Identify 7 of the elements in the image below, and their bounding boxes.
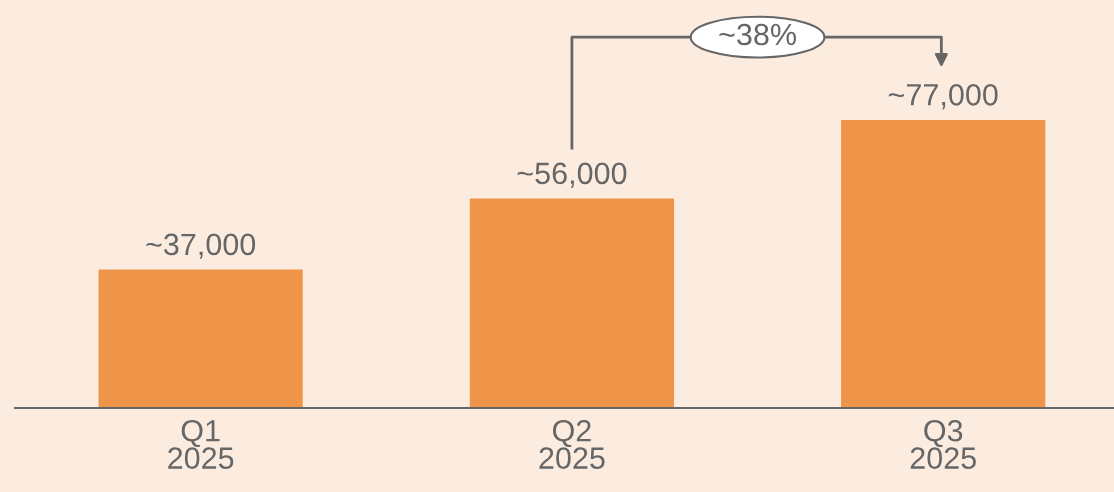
data-label: ~77,000: [888, 83, 998, 110]
x-tick-label: Q1 2025: [168, 419, 234, 469]
data-label: ~56,000: [517, 162, 627, 188]
x-tick-label: Q3 2025: [910, 419, 976, 469]
x-tick-label: Q2 2025: [539, 419, 605, 469]
data-label: ~37,000: [146, 233, 256, 259]
text: ~38%: [719, 23, 796, 46]
